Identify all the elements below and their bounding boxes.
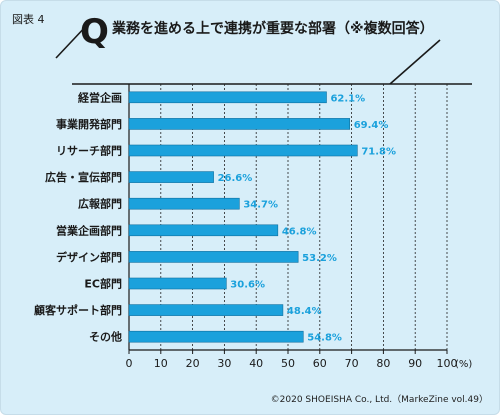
value-label: 62.1% [330, 93, 365, 104]
value-label: 71.8% [361, 147, 396, 158]
category-label: デザイン部門 [56, 250, 122, 264]
x-unit-label: (%) [455, 359, 472, 370]
x-tick-label: 30 [217, 357, 231, 370]
value-label: 46.8% [282, 226, 317, 237]
category-label: リサーチ部門 [56, 144, 122, 158]
x-tick-label: 50 [281, 357, 295, 370]
category-label: EC部門 [84, 277, 122, 291]
category-label: 営業企画部門 [56, 223, 122, 237]
bar [129, 145, 357, 156]
x-tick-label: 20 [186, 357, 200, 370]
value-label: 34.7% [243, 200, 278, 211]
value-label: 30.6% [230, 280, 265, 291]
value-label: 54.8% [307, 333, 342, 344]
value-label: 53.2% [302, 253, 337, 264]
bar [129, 305, 283, 316]
value-label: 69.4% [354, 120, 389, 131]
bar [129, 251, 298, 262]
copyright-footer: ©2020 SHOEISHA Co., Ltd.（MarkeZine vol.4… [271, 392, 488, 405]
category-label: 広報部門 [78, 197, 122, 211]
bar [129, 225, 278, 236]
x-tick-label: 80 [376, 357, 390, 370]
x-tick-label: 10 [154, 357, 168, 370]
x-tick-label: 40 [249, 357, 263, 370]
bar [129, 278, 226, 289]
x-tick-label: 90 [408, 357, 422, 370]
bar [129, 118, 350, 129]
bar [129, 198, 239, 209]
category-label: 事業開発部門 [56, 117, 122, 131]
category-label: 顧客サポート部門 [34, 303, 122, 317]
value-label: 26.6% [218, 173, 253, 184]
bar [129, 92, 326, 103]
bar [129, 331, 303, 342]
category-label: 広告・宣伝部門 [45, 170, 122, 184]
category-label: その他 [89, 330, 122, 344]
x-tick-label: 70 [345, 357, 359, 370]
x-tick-label: 0 [126, 357, 133, 370]
x-tick-label: 60 [313, 357, 327, 370]
bar [129, 172, 214, 183]
value-label: 48.4% [287, 306, 322, 317]
category-label: 経営企画 [78, 90, 122, 104]
